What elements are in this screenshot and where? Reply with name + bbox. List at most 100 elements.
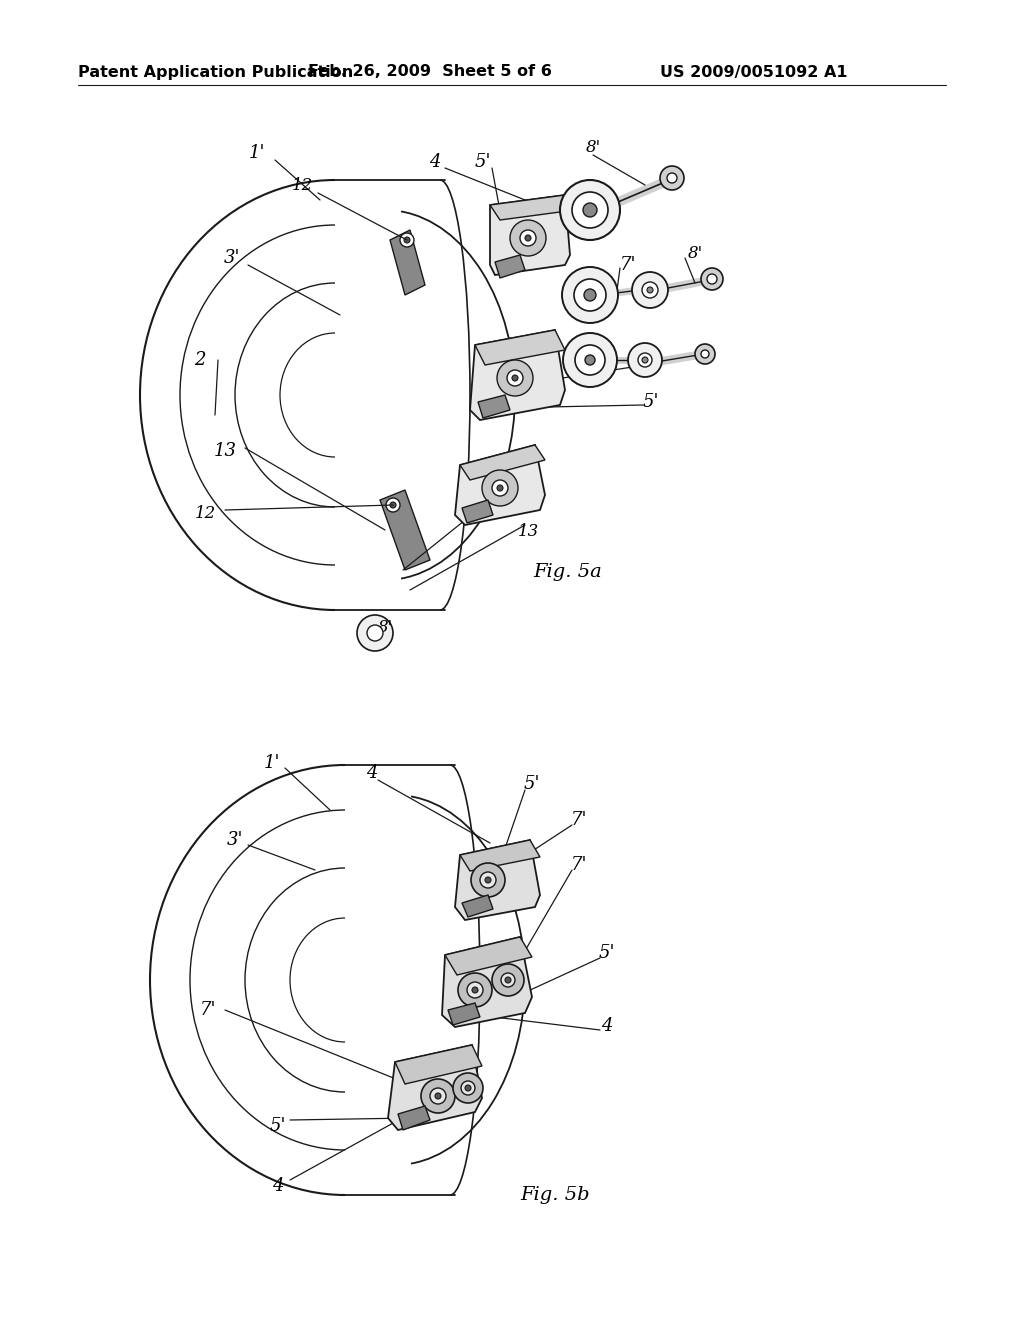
Polygon shape [462, 500, 493, 523]
Circle shape [628, 343, 662, 378]
Text: 8': 8' [586, 140, 601, 157]
Polygon shape [460, 445, 545, 480]
Circle shape [482, 470, 518, 506]
Polygon shape [462, 895, 493, 917]
Polygon shape [388, 1045, 482, 1130]
Polygon shape [390, 230, 425, 294]
Circle shape [572, 191, 608, 228]
Polygon shape [455, 445, 545, 525]
Polygon shape [495, 255, 525, 279]
Text: 8': 8' [378, 619, 392, 636]
Polygon shape [380, 490, 430, 570]
Polygon shape [449, 1003, 480, 1026]
Circle shape [575, 345, 605, 375]
Polygon shape [470, 330, 565, 420]
Circle shape [404, 238, 410, 243]
Circle shape [584, 289, 596, 301]
Circle shape [467, 982, 483, 998]
Text: 1': 1' [264, 754, 281, 772]
Polygon shape [445, 937, 532, 975]
Text: 8': 8' [687, 244, 702, 261]
Polygon shape [490, 195, 575, 220]
Circle shape [707, 275, 717, 284]
Text: 4: 4 [601, 1016, 612, 1035]
Text: 12: 12 [292, 177, 312, 194]
Circle shape [647, 286, 653, 293]
Circle shape [642, 356, 648, 363]
Text: 4: 4 [272, 1177, 284, 1195]
Circle shape [492, 964, 524, 997]
Circle shape [667, 173, 677, 183]
Circle shape [458, 973, 492, 1007]
Circle shape [485, 876, 490, 883]
Circle shape [430, 1088, 446, 1104]
Text: US 2009/0051092 A1: US 2009/0051092 A1 [660, 65, 848, 79]
Circle shape [501, 973, 515, 987]
Circle shape [701, 268, 723, 290]
Circle shape [632, 272, 668, 308]
Circle shape [583, 203, 597, 216]
Circle shape [453, 1073, 483, 1104]
Circle shape [562, 267, 618, 323]
Text: 13: 13 [213, 442, 237, 459]
Circle shape [585, 355, 595, 366]
Text: Patent Application Publication: Patent Application Publication [78, 65, 353, 79]
Circle shape [525, 235, 531, 242]
Circle shape [695, 345, 715, 364]
Circle shape [497, 360, 534, 396]
Polygon shape [478, 395, 510, 418]
Circle shape [507, 370, 523, 385]
Polygon shape [475, 330, 565, 366]
Circle shape [512, 375, 518, 381]
Circle shape [400, 234, 414, 247]
Text: 5': 5' [269, 1117, 287, 1135]
Text: 5': 5' [599, 944, 615, 962]
Circle shape [357, 615, 393, 651]
Circle shape [386, 498, 400, 512]
Text: 7': 7' [620, 256, 636, 275]
Text: 4: 4 [647, 351, 658, 370]
Text: Fig. 5a: Fig. 5a [534, 564, 602, 581]
Circle shape [471, 863, 505, 898]
Circle shape [505, 977, 511, 983]
Text: 7': 7' [570, 855, 587, 874]
Polygon shape [395, 1045, 482, 1084]
Text: 5': 5' [475, 153, 492, 172]
Circle shape [390, 502, 396, 508]
Text: 3': 3' [226, 832, 244, 849]
Text: 7': 7' [200, 1001, 216, 1019]
Circle shape [520, 230, 536, 246]
Text: 13: 13 [517, 523, 539, 540]
Polygon shape [442, 937, 532, 1027]
Circle shape [638, 352, 652, 367]
Text: 4: 4 [429, 153, 440, 172]
Circle shape [497, 484, 503, 491]
Circle shape [642, 282, 658, 298]
Circle shape [560, 180, 620, 240]
Circle shape [465, 1085, 471, 1092]
Text: Feb. 26, 2009  Sheet 5 of 6: Feb. 26, 2009 Sheet 5 of 6 [308, 65, 552, 79]
Text: Fig. 5b: Fig. 5b [520, 1185, 590, 1204]
Circle shape [367, 624, 383, 642]
Polygon shape [460, 840, 540, 871]
Text: 5': 5' [523, 775, 541, 793]
Circle shape [461, 1081, 475, 1096]
Circle shape [472, 987, 478, 993]
Circle shape [574, 279, 606, 312]
Circle shape [435, 1093, 441, 1100]
Text: 12: 12 [497, 486, 517, 503]
Text: 2: 2 [195, 351, 206, 370]
Circle shape [701, 350, 709, 358]
Text: 1': 1' [249, 144, 265, 162]
Circle shape [660, 166, 684, 190]
Circle shape [480, 873, 496, 888]
Polygon shape [490, 195, 570, 275]
Circle shape [421, 1078, 455, 1113]
Circle shape [492, 480, 508, 496]
Circle shape [510, 220, 546, 256]
Polygon shape [455, 840, 540, 920]
Polygon shape [398, 1106, 430, 1130]
Text: 5': 5' [643, 393, 659, 411]
Text: 4: 4 [367, 764, 378, 781]
Text: 12: 12 [195, 504, 216, 521]
